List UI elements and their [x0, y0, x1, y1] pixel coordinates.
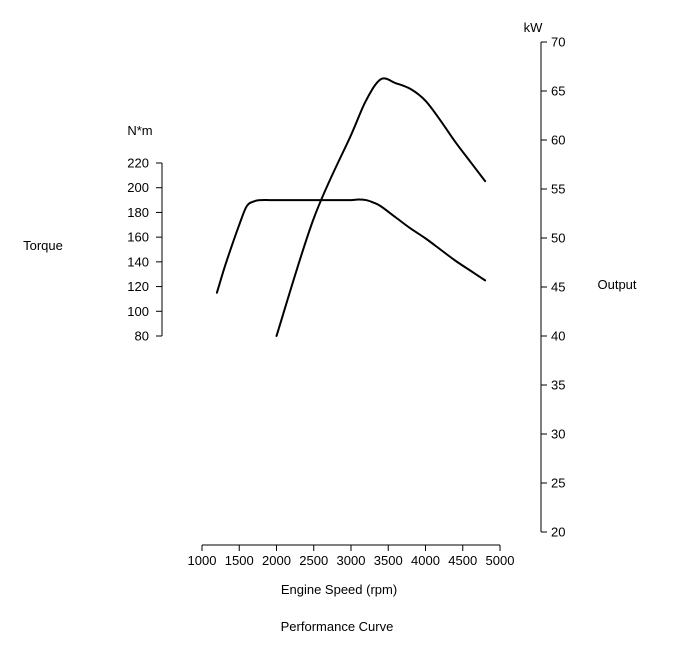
torque-axis-title: Torque: [23, 238, 63, 253]
x-tick-label: 5000: [486, 553, 515, 568]
x-tick-label: 1500: [225, 553, 254, 568]
output-axis-title: Output: [597, 277, 636, 292]
output-series-line: [275, 77, 487, 337]
x-tick-label: 4500: [448, 553, 477, 568]
torque-tick-label: 220: [127, 156, 149, 171]
torque-tick-label: 200: [127, 180, 149, 195]
output-tick-label: 20: [551, 525, 565, 540]
torque-tick-label: 160: [127, 230, 149, 245]
torque-tick-label: 100: [127, 304, 149, 319]
output-tick-label: 35: [551, 378, 565, 393]
output-tick-label: 70: [551, 35, 565, 50]
output-tick-label: 60: [551, 133, 565, 148]
torque-series-line: [215, 198, 487, 294]
output-axis: 20 25 30 35 40 45 50 55 60 65 70: [540, 35, 565, 540]
output-tick-label: 40: [551, 329, 565, 344]
series-group: [215, 77, 487, 337]
engine-speed-axis: 1000 1500 2000 2500 3000 3500 4000 4500 5000: [188, 544, 515, 568]
torque-axis: 80 100 120 140 160 180 200 220: [127, 156, 163, 344]
output-tick-label: 65: [551, 84, 565, 99]
x-tick-label: 1000: [188, 553, 217, 568]
chart-title: Performance Curve: [281, 619, 394, 634]
x-tick-label: 2500: [299, 553, 328, 568]
x-axis-title: Engine Speed (rpm): [281, 582, 397, 597]
output-unit-label: kW: [524, 20, 544, 35]
torque-tick-label: 140: [127, 254, 149, 269]
torque-unit-label: N*m: [127, 123, 152, 138]
torque-tick-label: 80: [135, 329, 149, 344]
torque-tick-label: 120: [127, 279, 149, 294]
x-tick-label: 4000: [411, 553, 440, 568]
output-tick-label: 30: [551, 427, 565, 442]
x-tick-label: 3500: [374, 553, 403, 568]
x-tick-label: 3000: [337, 553, 366, 568]
output-tick-label: 50: [551, 231, 565, 246]
torque-tick-label: 180: [127, 205, 149, 220]
x-tick-label: 2000: [262, 553, 291, 568]
output-tick-label: 45: [551, 280, 565, 295]
output-tick-label: 25: [551, 476, 565, 491]
output-tick-label: 55: [551, 182, 565, 197]
